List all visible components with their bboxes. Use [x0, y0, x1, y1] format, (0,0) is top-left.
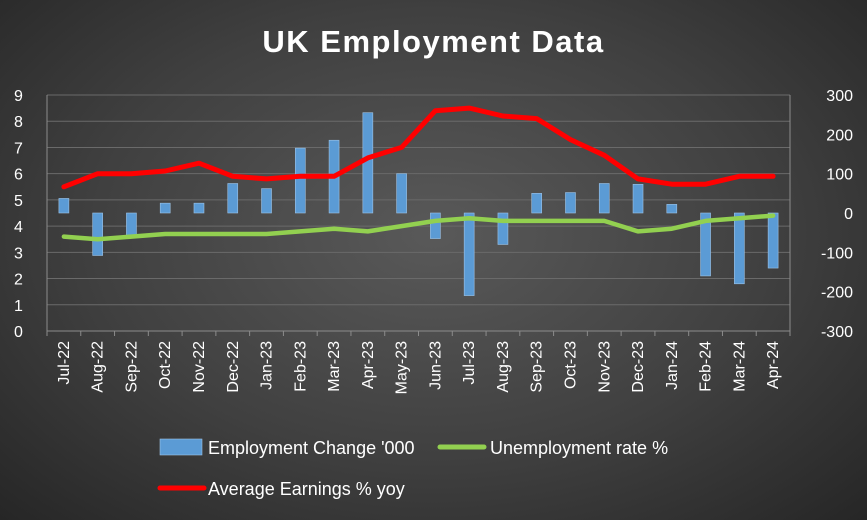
x-tick-label: Jul-23 [461, 341, 478, 385]
employment-change-bar [531, 193, 543, 214]
employment-change-bar [193, 202, 205, 214]
y-left-tick-label: 8 [14, 114, 23, 131]
x-tick-label: Feb-23 [292, 341, 309, 392]
chart-title: UK Employment Data [262, 24, 605, 59]
x-tick-label: Jan-24 [664, 341, 681, 390]
employment-change-bar [126, 212, 137, 237]
y-left-tick-label: 9 [14, 88, 23, 105]
x-tick-label: Feb-24 [698, 341, 715, 392]
y-right-tick-label: 200 [826, 127, 853, 144]
employment-change-bar [598, 183, 610, 214]
x-tick-label: Aug-23 [495, 341, 512, 393]
employment-change-bar [396, 173, 407, 214]
employment-change-bar [294, 147, 306, 214]
y-left-tick-label: 5 [14, 193, 23, 210]
x-tick-label: Dec-22 [225, 341, 242, 393]
x-tick-label: Apr-23 [360, 341, 377, 389]
x-tick-label: Sep-22 [123, 341, 140, 393]
employment-change-bar [565, 192, 576, 214]
y-left-tick-label: 1 [14, 298, 23, 315]
y-right-tick-label: 100 [826, 167, 853, 184]
y-right-tick-label: -200 [821, 285, 853, 302]
employment-change-bar [463, 212, 475, 296]
employment-change-bar [734, 212, 745, 285]
x-tick-label: Oct-22 [157, 341, 174, 389]
x-tick-label: Jul-22 [56, 341, 73, 385]
x-tick-label: Jan-23 [259, 341, 276, 390]
y-right-tick-label: 0 [844, 206, 853, 223]
x-tick-label: Mar-23 [326, 341, 343, 392]
x-tick-label: Nov-23 [596, 341, 613, 393]
x-tick-label: Mar-24 [731, 341, 748, 392]
y-right-tick-label: 300 [826, 88, 853, 105]
x-tick-label: Sep-23 [529, 341, 546, 393]
y-right-tick-label: -100 [821, 245, 853, 262]
x-tick-label: Dec-23 [630, 341, 647, 393]
employment-change-bar [92, 212, 103, 256]
average-earnings-line [61, 105, 776, 190]
y-left-tick-label: 6 [14, 167, 23, 184]
employment-change-bar [227, 183, 239, 214]
employment-change-bar [632, 183, 644, 214]
legend-employment-change-label: Employment Change '000 [208, 438, 415, 458]
y-left-tick-label: 7 [14, 140, 23, 157]
employment-change-bar [159, 202, 171, 214]
employment-change-bar [362, 112, 374, 214]
x-tick-label: Aug-22 [90, 341, 107, 393]
legend-employment-change-swatch [159, 438, 203, 456]
y-left-tick-label: 2 [14, 272, 23, 289]
x-tick-label: May-23 [394, 341, 411, 394]
employment-change-bar [700, 212, 711, 277]
x-tick-label: Jun-23 [427, 341, 444, 390]
employment-change-bar [430, 212, 441, 239]
legend-unemployment-rate-label: Unemployment rate % [490, 438, 668, 458]
y-left-tick-label: 0 [14, 324, 23, 341]
employment-change-bar [58, 198, 70, 214]
employment-change-bar [767, 212, 779, 269]
legend-average-earnings-label: Average Earnings % yoy [208, 479, 405, 499]
y-right-tick-label: -300 [821, 324, 853, 341]
x-tick-label: Apr-24 [765, 341, 782, 389]
unemployment-rate-line [61, 213, 776, 242]
employment-change-bar [497, 212, 509, 245]
y-left-tick-label: 3 [14, 245, 23, 262]
x-tick-label: Oct-23 [562, 341, 579, 389]
employment-change-bar [261, 188, 272, 214]
x-tick-label: Nov-22 [191, 341, 208, 393]
y-left-tick-label: 4 [14, 219, 23, 236]
employment-change-bar [666, 204, 678, 214]
